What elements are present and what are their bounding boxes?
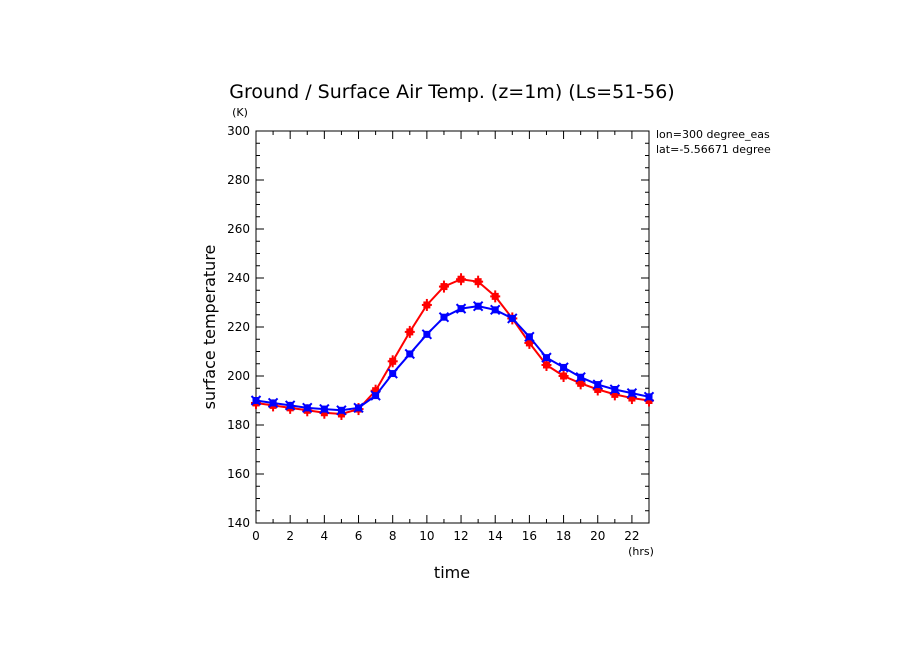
x-tick-label: 10 <box>419 529 434 543</box>
y-axis: 140 160 180 200 220 240 260 280 300 <box>227 124 649 530</box>
y-tick-label: 160 <box>227 467 250 481</box>
data-point <box>319 403 330 415</box>
data-point <box>558 370 569 382</box>
data-point <box>626 387 638 399</box>
series-1 <box>250 300 655 416</box>
data-point <box>387 355 398 368</box>
data-point <box>404 348 415 360</box>
data-point <box>592 379 603 390</box>
y-tick-label: 260 <box>227 222 250 236</box>
x-tick-label: 20 <box>590 529 605 543</box>
annotation-lon: lon=300 degree_eas <box>656 128 770 141</box>
x-tick-label: 0 <box>252 529 260 543</box>
data-point <box>250 395 262 406</box>
data-point <box>353 402 364 414</box>
y-tick-label: 220 <box>227 320 250 334</box>
data-point <box>455 303 467 314</box>
data-point <box>575 372 586 383</box>
data-point <box>524 331 535 343</box>
data-point <box>370 390 381 401</box>
chart-title: Ground / Surface Air Temp. (z=1m) (Ls=51… <box>229 81 674 103</box>
data-point <box>421 298 432 311</box>
data-point <box>558 362 569 373</box>
y-unit-label: (K) <box>232 106 248 119</box>
data-point <box>490 304 501 316</box>
x-tick-label: 18 <box>556 529 571 543</box>
plot-frame <box>255 130 650 524</box>
y-tick-label: 240 <box>227 271 250 285</box>
series-0 <box>251 273 654 420</box>
data-point <box>472 300 484 312</box>
y-tick-label: 180 <box>227 418 250 432</box>
data-point <box>404 325 415 338</box>
x-tick-label: 12 <box>453 529 468 543</box>
data-point <box>507 313 518 324</box>
data-point <box>609 384 621 395</box>
x-tick-label: 22 <box>624 529 639 543</box>
data-point <box>284 400 296 411</box>
data-point <box>473 275 484 288</box>
data-point <box>387 368 398 379</box>
y-axis-title: surface temperature <box>200 245 219 410</box>
data-point <box>438 280 449 293</box>
x-axis-title: time <box>434 563 470 582</box>
annotation-lat: lat=-5.56671 degree <box>656 143 771 156</box>
y-tick-label: 300 <box>227 124 250 138</box>
data-point <box>267 397 279 409</box>
x-unit-label: (hrs) <box>628 545 654 558</box>
y-tick-label: 280 <box>227 173 250 187</box>
series-line <box>255 278 650 415</box>
data-point <box>541 352 552 363</box>
series-line <box>255 305 650 412</box>
data-point <box>643 391 655 403</box>
x-tick-label: 2 <box>286 529 294 543</box>
y-tick-label: 200 <box>227 369 250 383</box>
data-point <box>438 311 450 323</box>
data-point <box>336 405 347 416</box>
data-point <box>302 402 313 414</box>
x-axis: 0 2 4 6 8 10 12 14 16 18 20 22 <box>252 131 650 543</box>
data-point <box>421 329 433 340</box>
data-point <box>490 290 501 303</box>
x-tick-label: 4 <box>321 529 329 543</box>
x-tick-label: 16 <box>522 529 537 543</box>
data-point <box>456 273 467 286</box>
x-tick-label: 6 <box>355 529 363 543</box>
x-tick-label: 14 <box>488 529 503 543</box>
series-layer <box>250 273 655 420</box>
x-tick-label: 8 <box>389 529 397 543</box>
y-tick-label: 140 <box>227 516 250 530</box>
